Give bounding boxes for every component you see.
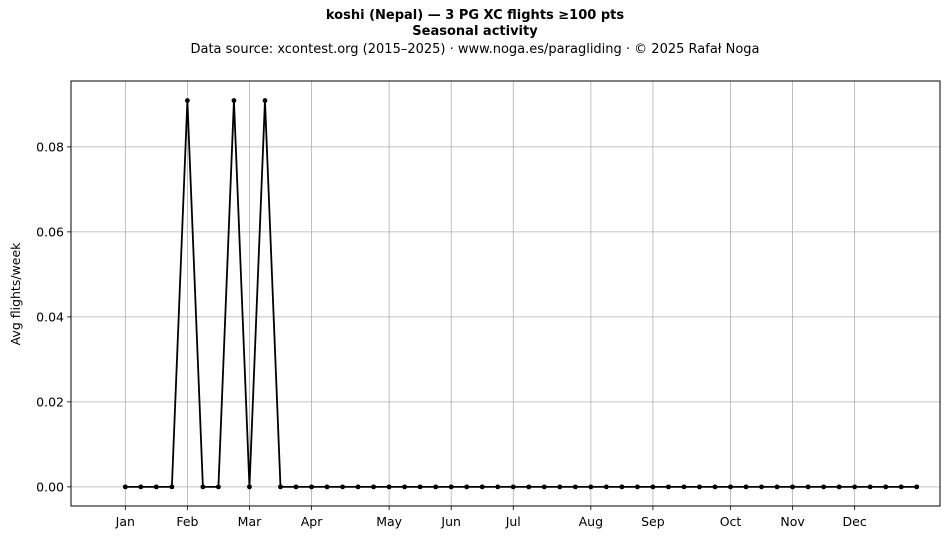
data-point	[619, 484, 625, 490]
data-point	[541, 484, 547, 490]
x-tick-label: Feb	[176, 514, 198, 529]
y-axis: 0.00 0.02 0.04 0.06 0.08	[36, 139, 71, 494]
data-point	[867, 484, 873, 490]
data-point	[122, 484, 128, 490]
y-tick-label: 0.06	[36, 224, 64, 239]
data-point	[495, 484, 501, 490]
data-point	[728, 484, 733, 490]
data-point	[666, 484, 671, 490]
data-point	[340, 484, 345, 490]
plot-frame	[70, 80, 941, 507]
y-axis-label: Avg flights/week	[8, 242, 23, 346]
data-point	[153, 484, 159, 490]
y-tick-label: 0.02	[36, 394, 64, 409]
data-point	[184, 98, 190, 103]
data-point	[635, 484, 640, 490]
data-point	[510, 484, 516, 490]
data-point	[681, 484, 687, 490]
y-tick-label: 0.04	[36, 309, 64, 324]
data-point	[712, 484, 718, 490]
data-point	[572, 484, 578, 490]
data-point	[759, 484, 764, 490]
x-tick-label: Nov	[780, 514, 805, 529]
data-point	[293, 484, 299, 490]
x-tick-label: Mar	[238, 514, 262, 529]
x-tick-label: Sep	[641, 514, 665, 529]
data-point	[805, 484, 811, 490]
chart-titles: koshi (Nepal) — 3 PG XC flights ≥100 pts…	[0, 8, 950, 60]
data-point	[247, 484, 252, 490]
chart-title: koshi (Nepal) — 3 PG XC flights ≥100 pts	[325, 8, 625, 23]
data-point	[743, 484, 749, 490]
data-point	[479, 484, 485, 490]
data-point	[448, 484, 454, 490]
data-point	[138, 484, 144, 490]
data-point	[914, 484, 920, 490]
data-point	[898, 484, 904, 490]
data-point	[697, 484, 702, 490]
data-point	[883, 484, 889, 490]
x-tick-label: Jan	[115, 514, 135, 529]
data-point	[216, 484, 221, 490]
data-point	[650, 484, 656, 490]
data-point	[324, 484, 330, 490]
data-point	[774, 484, 780, 490]
data-point	[836, 484, 842, 490]
data-point	[433, 484, 439, 490]
data-point	[169, 484, 175, 490]
chart-source: Data source: xcontest.org (2015–2025) · …	[190, 42, 760, 57]
x-tick-label: Jul	[505, 514, 521, 529]
chart-subtitle: Seasonal activity	[412, 24, 538, 39]
x-tick-label: May	[376, 514, 402, 529]
x-tick-label: Apr	[301, 514, 323, 529]
data-point	[355, 484, 361, 490]
x-tick-label: Dec	[843, 514, 867, 529]
data-point	[417, 484, 423, 490]
data-point	[526, 484, 532, 490]
data-point	[231, 98, 237, 103]
data-point	[386, 484, 392, 490]
data-point	[262, 98, 268, 103]
data-point	[200, 484, 206, 490]
x-tick-label: Aug	[579, 514, 603, 529]
x-axis: Jan Feb Mar Apr May Jun Jul Aug Sep Oct Nov Dec	[115, 506, 867, 529]
data-point	[309, 484, 314, 490]
data-point	[790, 484, 795, 490]
data-point	[464, 484, 470, 490]
data-point	[557, 484, 563, 490]
x-tick-label: Jun	[440, 514, 461, 529]
series-line	[125, 99, 917, 488]
x-tick-label: Oct	[720, 514, 742, 529]
series-layer	[122, 98, 920, 490]
data-point	[588, 484, 594, 490]
data-point	[402, 484, 408, 490]
data-point	[278, 484, 283, 490]
data-point	[603, 484, 609, 490]
data-point	[821, 484, 827, 490]
y-tick-label: 0.08	[36, 139, 64, 154]
data-point	[852, 484, 858, 490]
y-tick-label: 0.00	[36, 479, 64, 494]
data-point	[371, 484, 376, 490]
